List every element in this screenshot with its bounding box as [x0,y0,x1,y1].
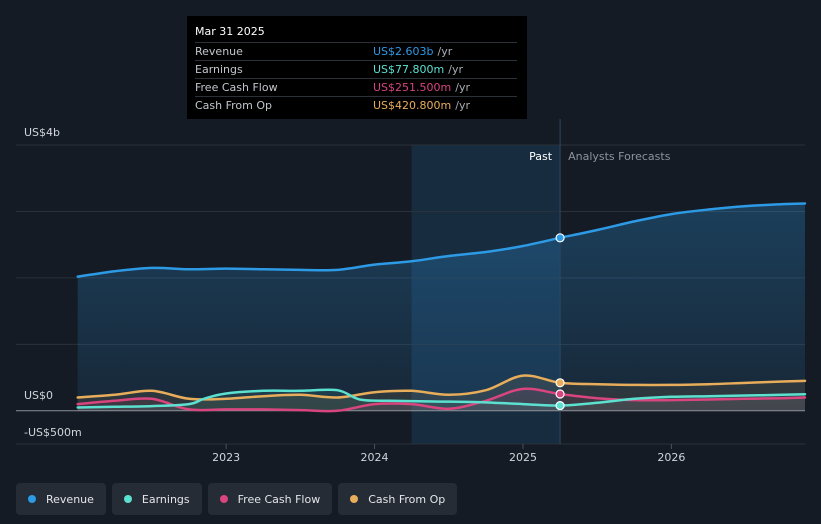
legend-label: Free Cash Flow [237,492,321,506]
current-markers [555,233,565,411]
free-cash-flow-line [76,387,807,413]
tooltip-row-revenue: Revenue US$2.603b /yr [195,42,517,60]
tooltip-unit: /yr [448,63,463,76]
x-tick-label: 2025 [509,451,537,464]
y-tick-label: US$4b [24,126,60,139]
past-label: Past [529,150,553,163]
free-cash-flow-dot-icon [219,495,228,503]
legend-label: Earnings [141,492,190,506]
cash-from-op-marker [555,378,565,388]
tooltip-unit: /yr [437,45,453,58]
legend-item-cash-from-op[interactable]: Cash From Op [338,483,458,515]
tooltip-row-earnings: Earnings US$77.800m /yr [195,60,517,78]
tooltip-label: Free Cash Flow [195,81,278,94]
axis-labels: US$4b US$0 -US$500m 2023 2024 2025 2026 [24,126,685,464]
series-lines [76,202,807,413]
tooltip-label: Earnings [195,63,243,76]
tooltip-label: Cash From Op [195,99,273,112]
tooltip: Mar 31 2025 Revenue US$2.603b /yr Earnin… [187,16,527,119]
revenue-marker [555,233,565,243]
legend: Revenue Earnings Free Cash Flow Cash Fro… [16,483,458,515]
legend-label: Revenue [46,492,94,506]
legend-item-free-cash-flow[interactable]: Free Cash Flow [207,483,333,515]
free-cash-flow-marker [555,389,565,399]
tooltip-value: US$251.500m [373,81,452,94]
tooltip-row-cash-from-op: Cash From Op US$420.800m /yr [195,96,517,114]
forecast-label: Analysts Forecasts [568,150,671,163]
revenue-dot-icon [28,495,36,503]
tooltip-value: US$420.800m [373,99,452,112]
earnings-line [76,388,807,409]
tooltip-row-free-cash-flow: Free Cash Flow US$251.500m /yr [195,78,517,96]
free-cash-flow-area [77,388,805,412]
legend-item-earnings[interactable]: Earnings [111,483,202,515]
revenue-line [76,202,807,278]
y-tick-label: -US$500m [24,426,82,439]
earnings-marker [555,400,565,411]
tooltip-value: US$77.800m [373,63,445,76]
tooltip-label: Revenue [195,45,243,58]
tooltip-date: Mar 31 2025 [195,25,265,38]
earnings-area [77,389,805,411]
cash-from-op-dot-icon [350,495,359,503]
legend-item-revenue[interactable]: Revenue [16,483,106,515]
y-tick-label: US$0 [24,389,53,402]
x-tick-label: 2023 [212,451,240,464]
cash-from-op-area [77,375,805,411]
earnings-dot-icon [123,495,132,503]
tooltip-unit: /yr [455,99,470,112]
tooltip-value: US$2.603b [373,45,434,58]
x-tick-label: 2024 [361,451,389,464]
series-areas [77,203,805,412]
x-tick-label: 2026 [657,451,685,464]
tooltip-unit: /yr [455,81,470,94]
legend-label: Cash From Op [368,492,446,506]
revenue-area [77,203,805,411]
